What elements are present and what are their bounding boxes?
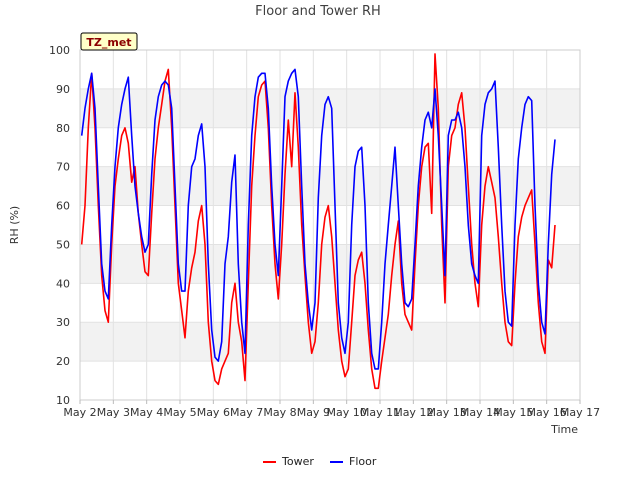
x-tick-label: May 14 <box>460 406 500 419</box>
legend-item-tower: Tower <box>263 455 314 468</box>
y-tick-label: 40 <box>56 277 70 290</box>
svg-text:TZ_met: TZ_met <box>86 36 131 49</box>
y-tick-label: 90 <box>56 83 70 96</box>
series-line-floor <box>80 68 556 370</box>
chart-title: Floor and Tower RH <box>255 4 381 19</box>
x-tick-label: May 7 <box>230 406 263 419</box>
y-tick-label: 50 <box>56 238 70 251</box>
x-tick-label: May 16 <box>527 406 567 419</box>
y-tick-label: 10 <box>56 394 70 407</box>
y-tick-label: 30 <box>56 316 70 329</box>
y-tick-label: 60 <box>56 200 70 213</box>
site-badge: TZ_met <box>80 32 138 51</box>
x-axis-label: Time <box>550 423 578 436</box>
y-tick-label: 100 <box>49 44 70 57</box>
x-tick-label: May 10 <box>327 406 367 419</box>
x-tick-label: May 3 <box>97 406 130 419</box>
x-tick-label: May 17 <box>560 406 600 419</box>
legend-item-floor: Floor <box>330 455 377 468</box>
x-tick-label: May 6 <box>197 406 230 419</box>
y-tick-label: 70 <box>56 161 70 174</box>
background-band <box>80 166 580 206</box>
y-axis-label: RH (%) <box>8 206 21 244</box>
background-band <box>80 322 580 362</box>
x-tick-label: May 8 <box>263 406 296 419</box>
x-tick-label: May 4 <box>130 406 163 419</box>
x-tick-label: May 2 <box>63 406 96 419</box>
x-tick-label: May 12 <box>393 406 433 419</box>
y-tick-label: 80 <box>56 122 70 135</box>
y-tick-label: 20 <box>56 355 70 368</box>
svg-text:Floor: Floor <box>349 455 377 468</box>
background-band <box>80 244 580 284</box>
x-tick-label: May 13 <box>427 406 467 419</box>
series-line-tower <box>80 53 556 390</box>
x-tick-label: May 5 <box>163 406 196 419</box>
x-tick-label: May 15 <box>493 406 533 419</box>
x-tick-label: May 11 <box>360 406 400 419</box>
plot-frame <box>79 49 581 401</box>
svg-text:Tower: Tower <box>281 455 314 468</box>
legend: Tower Floor <box>263 455 377 468</box>
x-tick-label: May 9 <box>297 406 330 419</box>
